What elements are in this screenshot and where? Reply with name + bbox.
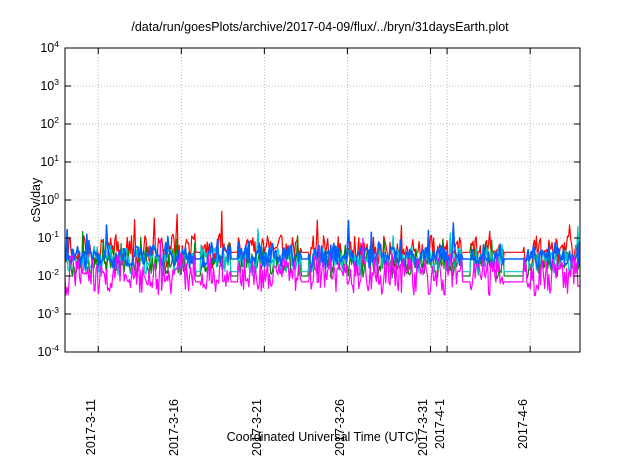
x-tick-label: 2017-3-21 [250,399,265,456]
x-tick-label: 2017-3-26 [333,399,348,456]
chart-title: /data/run/goesPlots/archive/2017-04-09/f… [131,20,509,34]
series-layer [64,210,581,297]
series-line-4 [64,237,581,297]
y-tick-label: 10-4 [37,342,59,359]
x-tick-label: 2017-4-1 [433,399,448,450]
y-tick-label: 103 [40,76,59,93]
x-tick-label: 2017-3-31 [416,399,431,456]
y-tick-label: 102 [40,114,59,131]
y-tick-label: 101 [40,152,59,169]
x-axis-label: Coordinated Universal Time (UTC) [226,430,419,444]
y-tick-label: 10-2 [37,266,59,283]
y-tick-label: 104 [40,38,59,55]
plot-frame [64,47,581,353]
x-tick-label: 2017-3-11 [84,399,99,456]
series-line-3 [64,219,581,271]
x-tick-label: 2017-3-16 [167,399,182,456]
y-tick-label: 100 [40,190,59,207]
tick-layer [65,47,580,353]
x-tick-label: 2017-4-6 [516,399,531,450]
grid-layer [65,47,580,353]
y-tick-label: 10-3 [37,304,59,321]
y-tick-label: 10-1 [37,228,59,245]
